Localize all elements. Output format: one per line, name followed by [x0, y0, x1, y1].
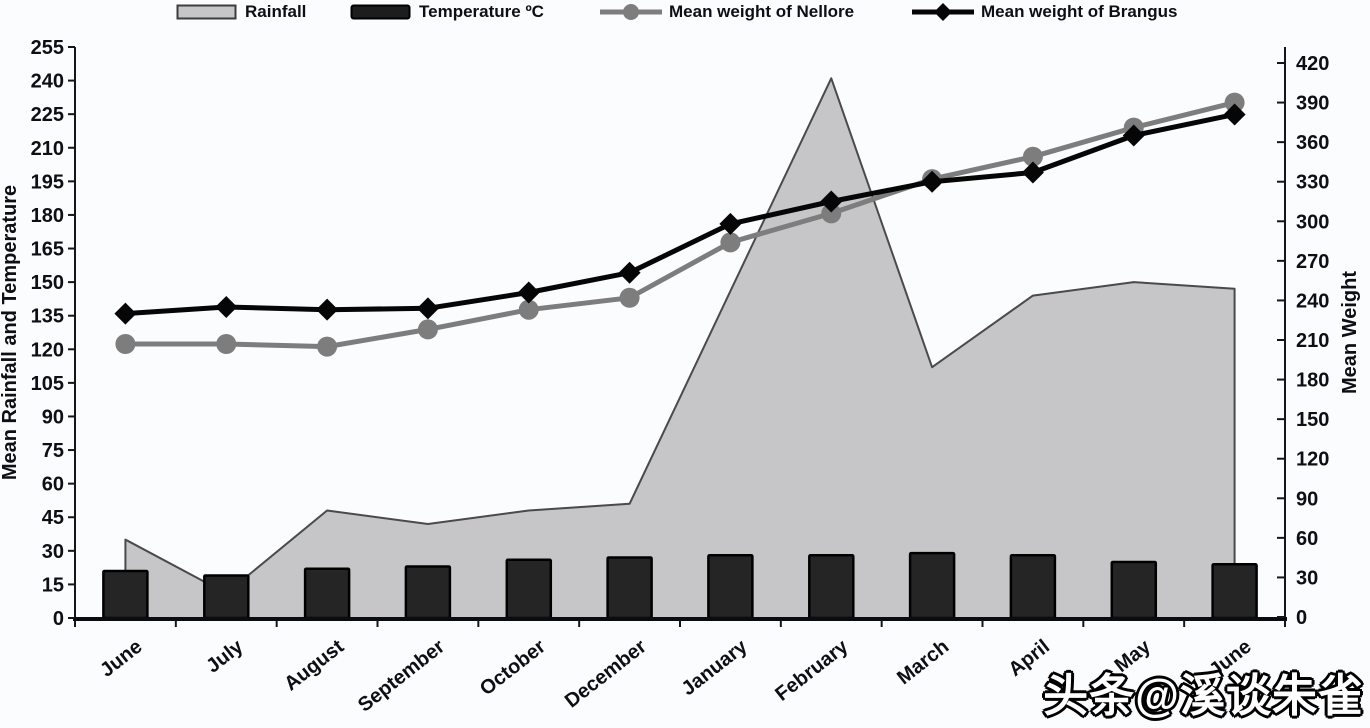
svg-text:240: 240	[31, 71, 64, 93]
svg-text:120: 120	[31, 339, 64, 361]
svg-text:30: 30	[42, 541, 64, 563]
legend-label-rainfall: Rainfall	[245, 2, 307, 21]
svg-text:15: 15	[42, 574, 64, 596]
legend-label-brangus: Mean weight of Brangus	[981, 2, 1178, 21]
svg-text:September: September	[354, 635, 449, 716]
nellore-swatch-icon	[600, 4, 662, 20]
svg-text:225: 225	[31, 104, 64, 126]
temperature-bars	[102, 551, 1258, 620]
svg-text:420: 420	[1296, 53, 1329, 75]
chart-legend: Rainfall Temperature ºC Mean weight of Nel…	[0, 0, 1370, 26]
svg-text:300: 300	[1296, 211, 1329, 233]
svg-text:December: December	[561, 635, 651, 712]
svg-text:330: 330	[1296, 172, 1329, 194]
svg-text:165: 165	[31, 239, 64, 261]
svg-text:February: February	[771, 635, 853, 706]
svg-text:0: 0	[1296, 607, 1307, 629]
watermark: 头条@溪谈朱雀	[1043, 670, 1364, 721]
svg-text:150: 150	[31, 272, 64, 294]
svg-text:90: 90	[1296, 488, 1318, 510]
svg-text:180: 180	[1296, 370, 1329, 392]
svg-text:July: July	[202, 635, 248, 678]
brangus-line	[114, 103, 1246, 325]
legend-item-nellore: Mean weight of Nellore	[600, 1, 854, 23]
rainfall-area	[124, 77, 1236, 619]
brangus-swatch-icon	[912, 3, 974, 21]
svg-text:0: 0	[53, 608, 64, 630]
svg-text:135: 135	[31, 306, 64, 328]
svg-text:180: 180	[31, 205, 64, 227]
svg-text:150: 150	[1296, 409, 1329, 431]
svg-text:45: 45	[42, 507, 64, 529]
rainfall-swatch-icon	[176, 4, 237, 20]
svg-text:195: 195	[31, 171, 64, 193]
svg-text:255: 255	[31, 37, 64, 59]
svg-text:105: 105	[31, 373, 64, 395]
nellore-line	[115, 92, 1245, 357]
svg-text:60: 60	[1296, 528, 1318, 550]
svg-text:Mean Weight: Mean Weight	[1339, 271, 1361, 394]
temperature-swatch-icon	[350, 4, 411, 20]
svg-text:June: June	[96, 636, 146, 682]
right-axis: 0 30 60 90 120 150 180 210 240 270 300 330 360 390 420…	[1277, 53, 1361, 629]
svg-text:March: March	[893, 636, 953, 690]
svg-text:210: 210	[1296, 330, 1329, 352]
svg-text:270: 270	[1296, 251, 1329, 273]
legend-label-nellore: Mean weight of Nellore	[669, 2, 855, 21]
svg-text:360: 360	[1296, 132, 1329, 154]
svg-text:240: 240	[1296, 290, 1329, 312]
svg-text:120: 120	[1296, 449, 1329, 471]
legend-item-rainfall: Rainfall	[176, 1, 306, 23]
svg-text:30: 30	[1296, 567, 1318, 589]
svg-text:210: 210	[31, 138, 64, 160]
svg-text:390: 390	[1296, 93, 1329, 115]
svg-text:Mean Rainfall and Temperature: Mean Rainfall and Temperature	[0, 185, 21, 480]
legend-item-temperature: Temperature ºC	[350, 1, 544, 23]
svg-text:75: 75	[42, 440, 64, 462]
svg-text:January: January	[677, 635, 752, 700]
svg-text:90: 90	[42, 406, 64, 428]
svg-text:October: October	[476, 635, 550, 700]
svg-text:August: August	[280, 635, 348, 695]
svg-text:60: 60	[42, 474, 64, 496]
legend-label-temperature: Temperature ºC	[419, 2, 544, 21]
left-axis: 0 15 30 45 60 75 90 105 120 135 150 165 180 195 210 225…	[0, 37, 75, 630]
legend-item-brangus: Mean weight of Brangus	[912, 1, 1177, 23]
